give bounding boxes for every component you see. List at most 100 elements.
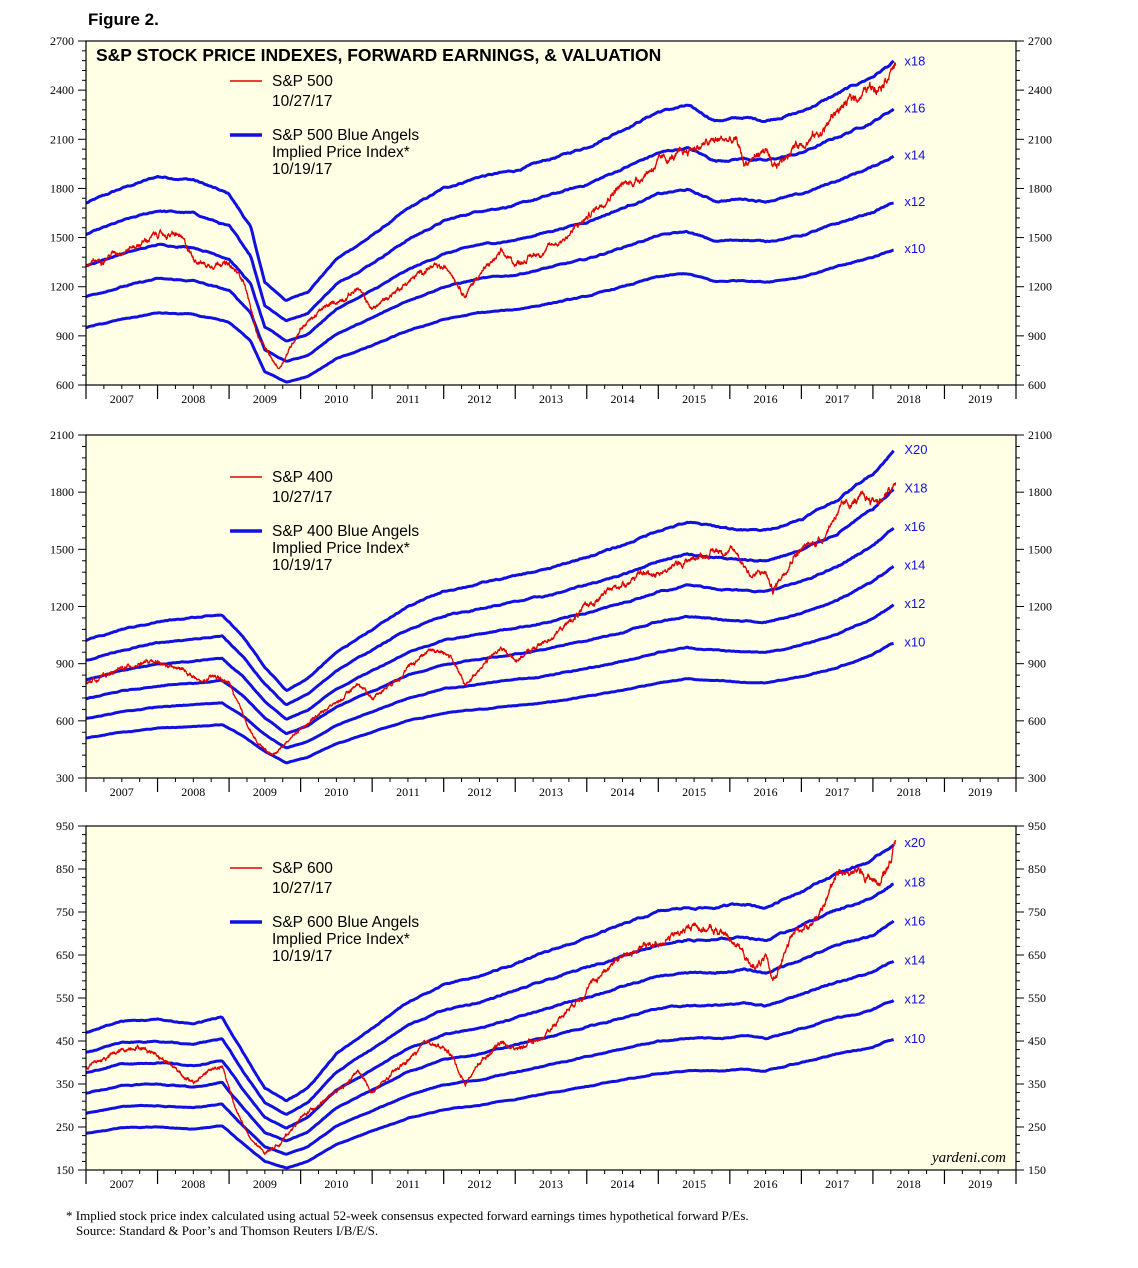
x-tick-label: 2019 xyxy=(968,785,992,799)
footnote-line-2: Source: Standard & Poor’s and Thomson Re… xyxy=(76,1223,379,1238)
blue-angels-line-X20 xyxy=(85,449,895,692)
y-tick-label-right: 650 xyxy=(1028,948,1046,962)
plot-frame xyxy=(85,434,1017,779)
chart-panel-3: 150 150 250 250 350 350 450 450 550 550 650 650 750 7… xyxy=(56,819,1046,1191)
y-tick-label-right: 1800 xyxy=(1028,181,1052,195)
y-tick-label-right: 750 xyxy=(1028,905,1046,919)
blue-angels-line-x12 xyxy=(85,999,895,1156)
y-tick-label-left: 750 xyxy=(56,905,74,919)
y-tick-label-right: 300 xyxy=(1028,771,1046,785)
y-tick-label-left: 600 xyxy=(56,378,74,392)
y-tick-label-right: 600 xyxy=(1028,378,1046,392)
y-tick-label-right: 900 xyxy=(1028,329,1046,343)
y-tick-label-left: 1200 xyxy=(50,280,74,294)
y-tick-label-left: 950 xyxy=(56,819,74,833)
x-tick-label: 2013 xyxy=(539,392,563,406)
y-tick-label-right: 250 xyxy=(1028,1120,1046,1134)
x-tick-label: 2009 xyxy=(253,1177,277,1191)
chart-panel-1: 600 600 900 900 1200 1200 1500 1500 1800 1800 2100… xyxy=(50,34,1052,406)
legend-blue-name2: Implied Price Index* xyxy=(272,540,410,557)
y-tick-label-left: 2100 xyxy=(50,428,74,442)
legend-blue-name2: Implied Price Index* xyxy=(272,931,410,948)
plot-frame xyxy=(85,40,1017,386)
y-tick-label-right: 600 xyxy=(1028,714,1046,728)
multiple-label: x12 xyxy=(904,992,925,1007)
y-tick-label-right: 900 xyxy=(1028,657,1046,671)
blue-angels-line-X18 xyxy=(85,488,895,707)
x-tick-label: 2011 xyxy=(396,785,420,799)
x-tick-label: 2014 xyxy=(611,1177,635,1191)
legend-blue-name: S&P 500 Blue Angels xyxy=(272,127,419,144)
y-tick-label-right: 1500 xyxy=(1028,542,1052,556)
y-tick-label-right: 450 xyxy=(1028,1034,1046,1048)
x-tick-label: 2010 xyxy=(324,392,348,406)
multiple-label: x12 xyxy=(904,596,925,611)
x-tick-label: 2012 xyxy=(467,785,491,799)
multiple-label: x18 xyxy=(904,54,925,69)
y-tick-label-right: 1800 xyxy=(1028,485,1052,499)
x-tick-label: 2007 xyxy=(110,785,134,799)
x-tick-label: 2012 xyxy=(467,392,491,406)
blue-angels-line-x12 xyxy=(85,603,895,750)
y-tick-label-right: 1200 xyxy=(1028,600,1052,614)
y-tick-label-left: 2400 xyxy=(50,83,74,97)
legend-red-date: 10/27/17 xyxy=(272,880,332,897)
footnote: * Implied stock price index calculated u… xyxy=(66,1208,749,1238)
multiple-label: x16 xyxy=(904,913,925,928)
legend-blue-date: 10/19/17 xyxy=(272,557,332,574)
multiple-label: x20 xyxy=(904,835,925,850)
x-tick-label: 2016 xyxy=(754,785,778,799)
x-tick-label: 2016 xyxy=(754,392,778,406)
multiple-label: x10 xyxy=(904,635,925,650)
y-tick-label-right: 2400 xyxy=(1028,83,1052,97)
x-tick-label: 2011 xyxy=(396,392,420,406)
y-tick-label-left: 2100 xyxy=(50,132,74,146)
y-tick-label-left: 1500 xyxy=(50,542,74,556)
y-tick-label-left: 650 xyxy=(56,948,74,962)
x-tick-label: 2013 xyxy=(539,1177,563,1191)
y-tick-label-left: 900 xyxy=(56,329,74,343)
legend-blue-date: 10/19/17 xyxy=(272,161,332,178)
plot-frame xyxy=(85,825,1017,1171)
x-tick-label: 2015 xyxy=(682,785,706,799)
legend-red-name: S&P 600 xyxy=(272,860,333,877)
x-tick-label: 2010 xyxy=(324,785,348,799)
y-tick-label-right: 550 xyxy=(1028,991,1046,1005)
x-tick-label: 2008 xyxy=(181,785,205,799)
y-tick-label-left: 250 xyxy=(56,1120,74,1134)
x-tick-label: 2015 xyxy=(682,392,706,406)
legend-red-name: S&P 400 xyxy=(272,469,333,486)
x-tick-label: 2008 xyxy=(181,1177,205,1191)
x-tick-label: 2018 xyxy=(897,1177,921,1191)
x-tick-label: 2007 xyxy=(110,1177,134,1191)
y-tick-label-left: 150 xyxy=(56,1163,74,1177)
multiple-label: X20 xyxy=(904,442,927,457)
legend-blue-date: 10/19/17 xyxy=(272,948,332,965)
watermark: yardeni.com xyxy=(930,1150,1006,1166)
blue-angels-line-x20 xyxy=(85,843,895,1103)
x-tick-label: 2013 xyxy=(539,785,563,799)
price-line xyxy=(85,62,897,370)
x-tick-label: 2017 xyxy=(825,392,849,406)
blue-angels-line-x16 xyxy=(85,107,895,323)
x-tick-label: 2017 xyxy=(825,1177,849,1191)
blue-angels-line-x10 xyxy=(85,641,894,765)
blue-angels-line-x16 xyxy=(85,527,895,721)
multiple-label: x14 xyxy=(904,953,925,968)
y-tick-label-right: 2100 xyxy=(1028,132,1052,146)
y-tick-label-left: 300 xyxy=(56,771,74,785)
x-tick-label: 2008 xyxy=(181,392,205,406)
legend-red-name: S&P 500 xyxy=(272,73,333,90)
x-tick-label: 2018 xyxy=(897,392,921,406)
y-tick-label-right: 2700 xyxy=(1028,34,1052,48)
legend-blue-name2: Implied Price Index* xyxy=(272,144,410,161)
y-tick-label-left: 1800 xyxy=(50,485,74,499)
multiple-label: x16 xyxy=(904,519,925,534)
y-tick-label-right: 150 xyxy=(1028,1163,1046,1177)
blue-angels-line-x10 xyxy=(85,248,894,384)
blue-angels-line-x12 xyxy=(85,201,894,363)
blue-angels-line-x18 xyxy=(85,59,895,302)
y-tick-label-left: 850 xyxy=(56,862,74,876)
x-tick-label: 2018 xyxy=(897,785,921,799)
